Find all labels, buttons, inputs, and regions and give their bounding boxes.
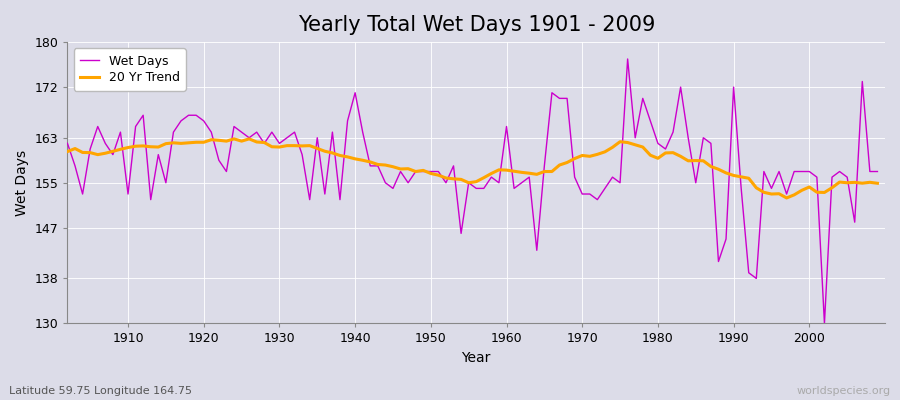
20 Yr Trend bbox=[501, 168, 512, 172]
20 Yr Trend bbox=[508, 169, 519, 174]
Y-axis label: Wet Days: Wet Days bbox=[15, 150, 29, 216]
Wet Days bbox=[282, 135, 292, 140]
Wet Days bbox=[493, 180, 504, 185]
20 Yr Trend bbox=[229, 136, 239, 141]
Wet Days bbox=[55, 135, 66, 140]
Text: worldspecies.org: worldspecies.org bbox=[796, 386, 891, 396]
20 Yr Trend bbox=[599, 150, 610, 154]
20 Yr Trend bbox=[55, 152, 66, 156]
Legend: Wet Days, 20 Yr Trend: Wet Days, 20 Yr Trend bbox=[74, 48, 186, 91]
Wet Days bbox=[819, 321, 830, 326]
20 Yr Trend bbox=[335, 153, 346, 158]
Wet Days bbox=[501, 124, 512, 129]
Title: Yearly Total Wet Days 1901 - 2009: Yearly Total Wet Days 1901 - 2009 bbox=[298, 15, 655, 35]
Wet Days bbox=[115, 130, 126, 134]
Wet Days bbox=[872, 169, 883, 174]
Text: Latitude 59.75 Longitude 164.75: Latitude 59.75 Longitude 164.75 bbox=[9, 386, 192, 396]
20 Yr Trend bbox=[289, 143, 300, 148]
X-axis label: Year: Year bbox=[462, 351, 490, 365]
20 Yr Trend bbox=[115, 147, 126, 152]
Wet Days bbox=[592, 197, 603, 202]
Wet Days bbox=[622, 56, 633, 61]
Line: 20 Yr Trend: 20 Yr Trend bbox=[60, 139, 877, 198]
20 Yr Trend bbox=[781, 196, 792, 200]
Wet Days bbox=[327, 130, 338, 134]
20 Yr Trend bbox=[872, 181, 883, 186]
Line: Wet Days: Wet Days bbox=[60, 59, 877, 324]
